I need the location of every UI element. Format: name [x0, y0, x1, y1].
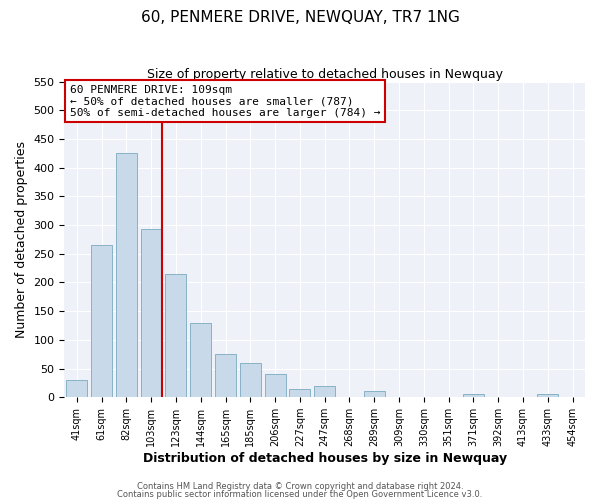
Bar	[91, 245, 112, 397]
Title: Size of property relative to detached houses in Newquay: Size of property relative to detached ho…	[147, 68, 503, 80]
Bar	[463, 394, 484, 397]
Bar	[537, 394, 559, 397]
Bar	[289, 388, 310, 397]
Bar	[240, 364, 261, 397]
X-axis label: Distribution of detached houses by size in Newquay: Distribution of detached houses by size …	[143, 452, 507, 465]
Text: 60 PENMERE DRIVE: 109sqm
← 50% of detached houses are smaller (787)
50% of semi-: 60 PENMERE DRIVE: 109sqm ← 50% of detach…	[70, 85, 380, 118]
Bar	[116, 154, 137, 397]
Text: 60, PENMERE DRIVE, NEWQUAY, TR7 1NG: 60, PENMERE DRIVE, NEWQUAY, TR7 1NG	[140, 10, 460, 25]
Bar	[140, 229, 162, 397]
Bar	[265, 374, 286, 397]
Text: Contains public sector information licensed under the Open Government Licence v3: Contains public sector information licen…	[118, 490, 482, 499]
Y-axis label: Number of detached properties: Number of detached properties	[15, 141, 28, 338]
Bar	[314, 386, 335, 397]
Bar	[215, 354, 236, 397]
Bar	[190, 322, 211, 397]
Bar	[66, 380, 88, 397]
Bar	[364, 392, 385, 397]
Bar	[166, 274, 187, 397]
Text: Contains HM Land Registry data © Crown copyright and database right 2024.: Contains HM Land Registry data © Crown c…	[137, 482, 463, 491]
